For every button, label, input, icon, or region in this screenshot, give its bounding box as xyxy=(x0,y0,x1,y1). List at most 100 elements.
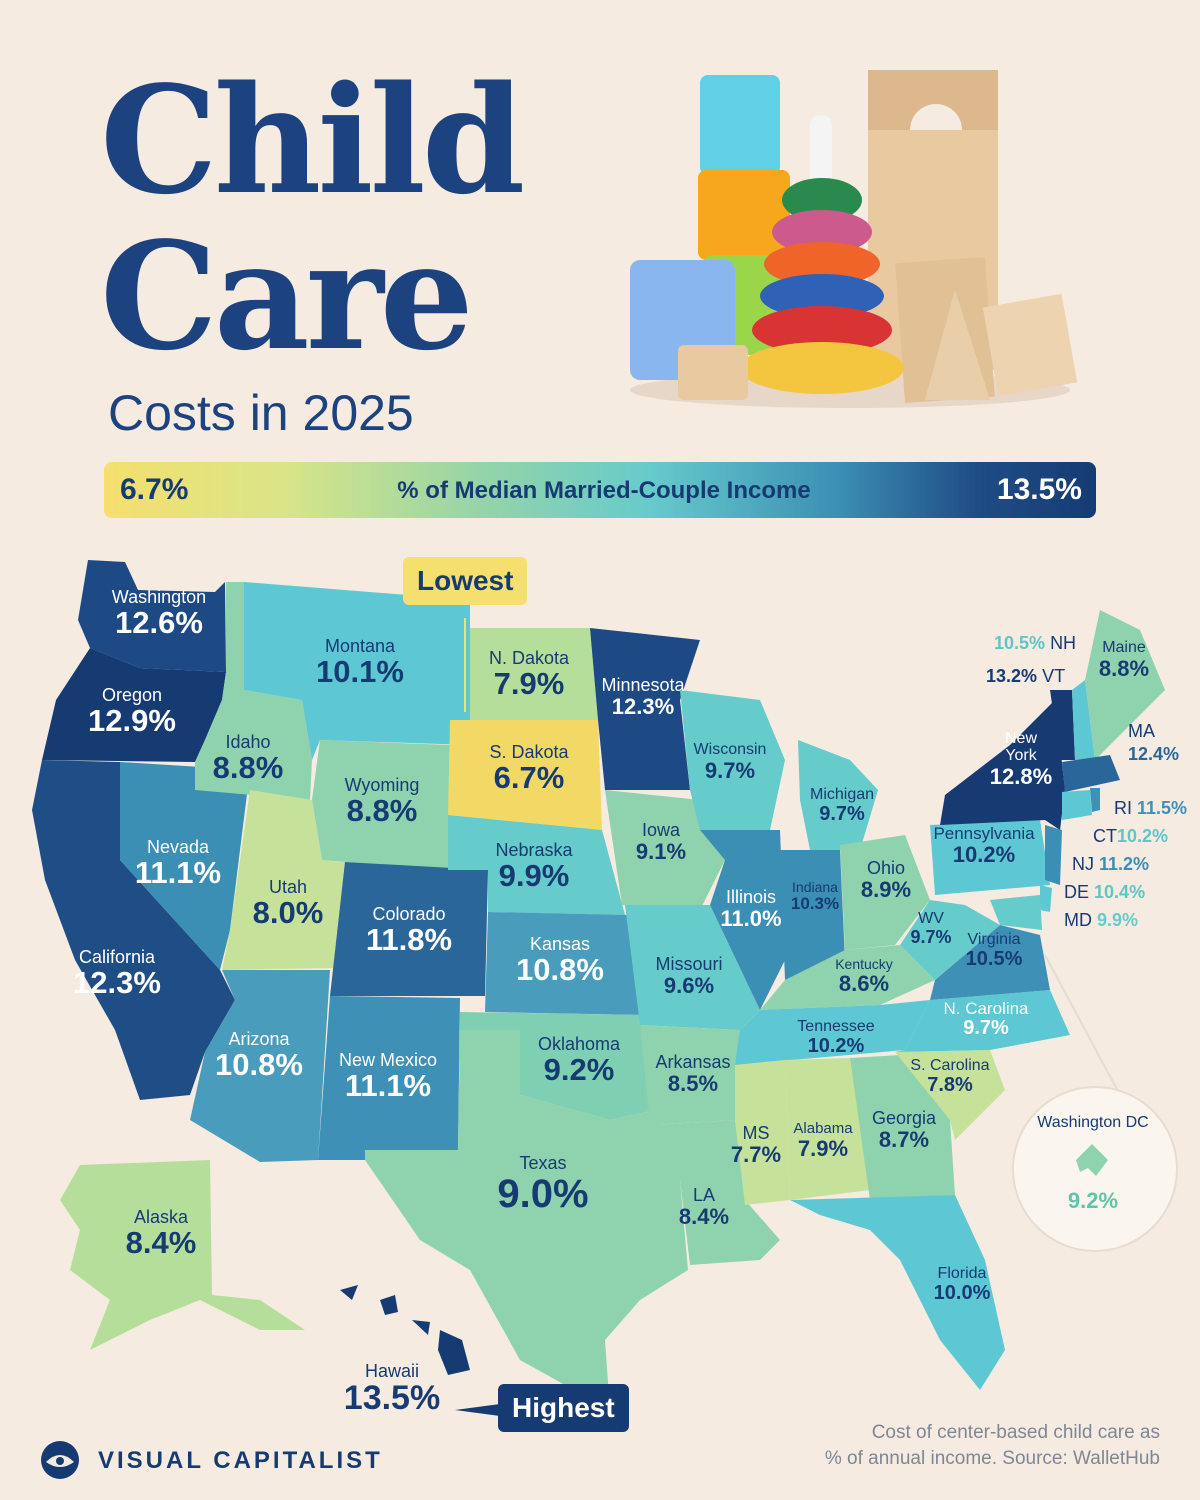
state-massachusetts xyxy=(1062,755,1120,792)
label-indiana: Indiana 10.3% xyxy=(790,879,840,913)
state-wisconsin xyxy=(680,690,785,830)
state-texas xyxy=(365,1030,688,1410)
label-mississippi: MS 7.7% xyxy=(730,1123,782,1167)
state-hawaii-3 xyxy=(412,1320,430,1335)
state-connecticut xyxy=(1062,790,1092,820)
label-nebraska: Nebraska 9.9% xyxy=(495,840,573,893)
label-pennsylvania: Pennsylvania 10.2% xyxy=(933,824,1035,867)
highest-callout: Highest xyxy=(498,1384,629,1432)
state-hawaii-4 xyxy=(438,1330,470,1375)
label-ri: RI 11.5% xyxy=(1114,798,1188,818)
dc-pointer xyxy=(1044,954,1121,1096)
dc-value: 9.2% xyxy=(1067,1188,1119,1213)
label-louisiana: LA 8.4% xyxy=(678,1185,730,1229)
state-illinois xyxy=(700,830,785,1010)
label-georgia: Georgia 8.7% xyxy=(871,1108,937,1152)
state-louisiana xyxy=(650,1120,780,1265)
state-arizona xyxy=(190,970,330,1162)
state-south-dakota xyxy=(448,720,602,830)
lowest-callout: Lowest xyxy=(403,557,528,605)
label-ma: MA 12.4% xyxy=(1128,721,1180,764)
state-indiana xyxy=(780,850,845,980)
state-kentucky xyxy=(760,945,935,1010)
label-kansas: Kansas 10.8% xyxy=(516,934,604,987)
label-minnesota: Minnesota 12.3% xyxy=(601,675,685,719)
label-vt: 13.2% VT xyxy=(986,666,1066,686)
label-new-mexico: New Mexico 11.1% xyxy=(338,1050,438,1103)
label-virginia: Virginia 10.5% xyxy=(965,931,1023,970)
state-oregon xyxy=(42,648,226,762)
state-washington xyxy=(78,560,226,672)
visual-capitalist-logo-icon xyxy=(41,1441,79,1479)
state-montana xyxy=(244,582,470,760)
legend-label: % of Median Married-Couple Income xyxy=(397,477,811,504)
state-north-dakota xyxy=(470,628,598,720)
state-virginia xyxy=(930,925,1050,1000)
label-idaho: Idaho 8.8% xyxy=(212,732,284,785)
highest-pointer xyxy=(455,1404,500,1416)
state-arkansas xyxy=(640,1025,740,1125)
label-michigan: Michigan 9.7% xyxy=(809,786,875,825)
state-california xyxy=(32,760,235,1100)
legend-min-value: 6.7% xyxy=(120,473,189,506)
state-pennsylvania xyxy=(930,820,1050,895)
label-missouri: Missouri 9.6% xyxy=(655,954,723,998)
state-rhode-island xyxy=(1090,788,1100,812)
state-hawaii-2 xyxy=(380,1295,398,1315)
state-wyoming xyxy=(312,740,450,870)
label-colorado: Colorado 11.8% xyxy=(365,904,453,957)
state-alaska xyxy=(60,1160,305,1350)
state-new-york xyxy=(940,700,1065,830)
source-note: Cost of center-based child care as % of … xyxy=(825,1420,1160,1471)
label-tennessee: Tennessee 10.2% xyxy=(797,1018,875,1057)
state-missouri xyxy=(625,905,760,1030)
label-illinois: Illinois 11.0% xyxy=(720,887,782,931)
label-arizona: Arizona 10.8% xyxy=(215,1029,303,1082)
state-nebraska xyxy=(448,815,625,915)
brand-name: VISUAL CAPITALIST xyxy=(98,1447,383,1474)
label-iowa: Iowa 9.1% xyxy=(635,820,687,864)
state-nevada xyxy=(120,762,250,970)
label-kentucky: Kentucky 8.6% xyxy=(835,956,893,996)
state-michigan xyxy=(798,740,878,850)
state-idaho xyxy=(195,582,312,800)
label-texas: Texas 9.0% xyxy=(497,1153,589,1216)
state-new-jersey xyxy=(1045,825,1062,885)
label-oklahoma: Oklahoma 9.2% xyxy=(537,1034,621,1087)
label-oregon: Oregon 12.9% xyxy=(88,685,176,738)
state-utah xyxy=(222,790,345,970)
state-alabama xyxy=(785,1058,870,1200)
state-maine xyxy=(1085,610,1165,760)
title-line-1: Child xyxy=(100,53,525,227)
label-north-dakota: N. Dakota 7.9% xyxy=(488,648,570,701)
state-north-carolina xyxy=(895,990,1070,1052)
dc-shape xyxy=(1076,1144,1108,1176)
state-tennessee xyxy=(735,1000,930,1065)
state-iowa xyxy=(605,790,725,910)
label-south-dakota: S. Dakota 6.7% xyxy=(489,742,569,795)
state-hawaii xyxy=(340,1285,358,1300)
label-nevada: Nevada 11.1% xyxy=(134,837,222,890)
state-west-virginia xyxy=(900,900,1000,980)
label-utah: Utah 8.0% xyxy=(252,877,324,930)
state-delaware xyxy=(1040,885,1052,912)
legend-max-value: 13.5% xyxy=(996,473,1082,506)
label-nj: NJ 11.2% xyxy=(1072,854,1150,874)
label-new-york: New York 12.8% xyxy=(989,730,1053,789)
label-ct: CT10.2% xyxy=(1093,826,1169,846)
label-arkansas: Arkansas 8.5% xyxy=(655,1052,731,1096)
label-nh: 10.5% NH xyxy=(994,633,1077,653)
state-florida xyxy=(790,1195,1005,1390)
label-alabama: Alabama 7.9% xyxy=(793,1120,853,1161)
label-md: MD 9.9% xyxy=(1064,910,1139,930)
color-scale-legend: 6.7% % of Median Married-Couple Income 1… xyxy=(104,462,1096,518)
label-hawaii: Hawaii 13.5% xyxy=(343,1361,441,1417)
state-colorado xyxy=(330,862,488,996)
state-vermont xyxy=(1050,690,1075,760)
label-alaska: Alaska 8.4% xyxy=(125,1207,197,1260)
label-montana: Montana 10.1% xyxy=(316,636,404,689)
state-oklahoma xyxy=(460,1012,655,1120)
state-minnesota xyxy=(590,628,700,790)
label-south-carolina: S. Carolina 7.8% xyxy=(910,1057,990,1096)
